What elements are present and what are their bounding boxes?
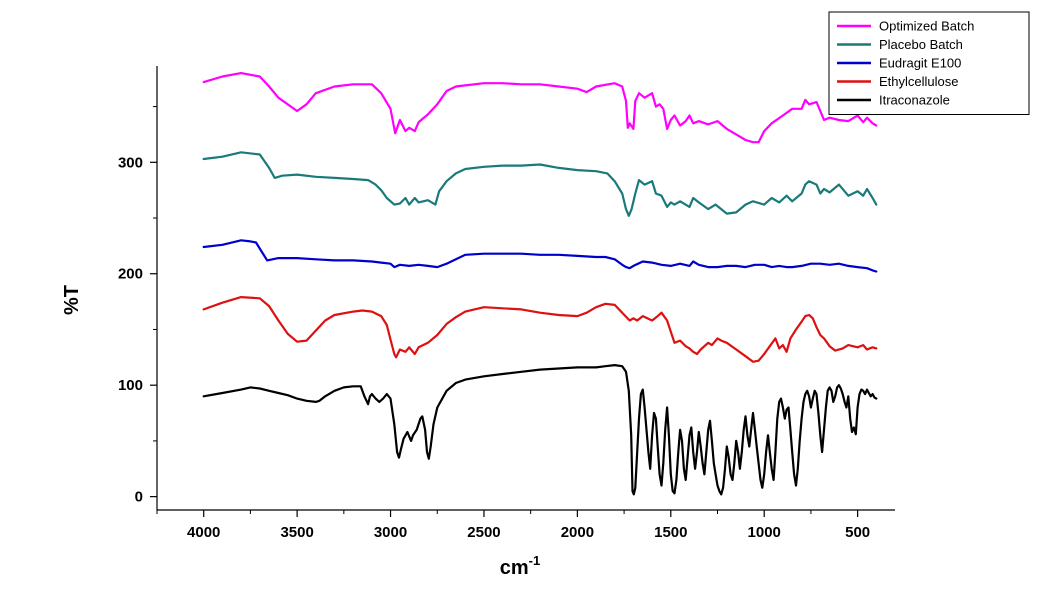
series-line-eudragit-e100 [202, 239, 878, 273]
series-line-ethylcellulose [202, 296, 878, 363]
y-ticks: 0 100 200 300 [118, 106, 157, 506]
x-tick-label: 1500 [654, 524, 687, 541]
series-line-optimized-batch [202, 72, 878, 144]
x-ticks: 4000 3500 3000 2500 2000 1500 1000 500 [156, 510, 870, 541]
x-axis-title-text: cm [500, 557, 529, 579]
series-line-itraconazole [202, 364, 878, 496]
y-tick-label: 0 [135, 489, 143, 506]
axes: 4000 3500 3000 2500 2000 1500 1000 500 0 100 200 3… [118, 66, 895, 541]
x-tick-label: 1000 [748, 524, 781, 541]
x-axis-title-superscript: -1 [529, 553, 541, 568]
plot-area [202, 72, 878, 496]
x-tick-label: 500 [845, 524, 870, 541]
legend-label: Itraconazole [879, 93, 950, 108]
y-tick-label: 300 [118, 154, 143, 171]
x-tick-label: 2500 [467, 524, 500, 541]
x-tick-label: 3500 [280, 524, 313, 541]
legend-label: Placebo Batch [879, 37, 963, 52]
legend-label: Eudragit E100 [879, 56, 961, 71]
x-tick-label: 4000 [187, 524, 220, 541]
x-axis-title: cm-1 [500, 553, 540, 579]
legend-label: Ethylcellulose [879, 74, 959, 89]
series-line-placebo-batch [202, 151, 878, 217]
x-tick-label: 2000 [561, 524, 594, 541]
legend: Optimized Batch Placebo Batch Eudragit E10… [828, 11, 1030, 115]
y-axis-title: %T [61, 285, 83, 315]
legend-label: Optimized Batch [879, 19, 974, 34]
y-tick-label: 100 [118, 377, 143, 394]
y-tick-label: 200 [118, 266, 143, 283]
x-tick-label: 3000 [374, 524, 407, 541]
